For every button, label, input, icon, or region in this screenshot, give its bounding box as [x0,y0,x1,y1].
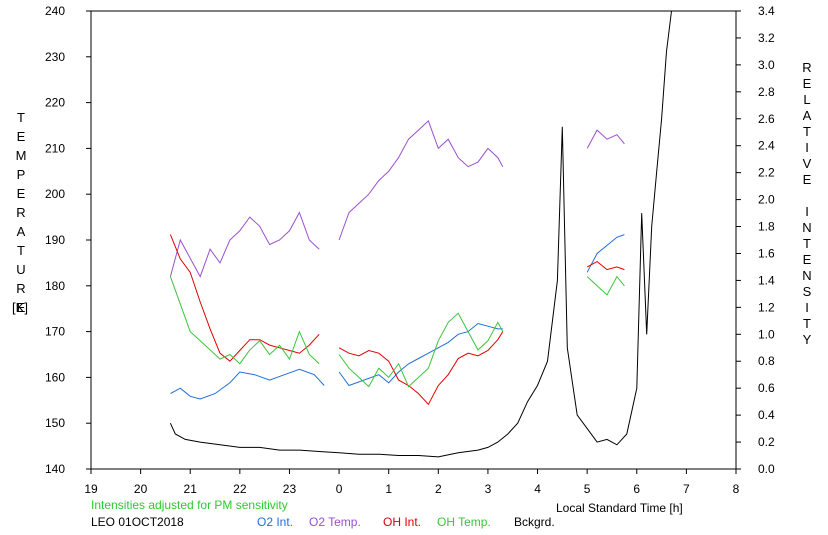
series-line-o2-int [586,234,625,273]
left-axis-label-letter: U [16,262,26,277]
x-tick-label: 7 [683,482,690,496]
left-axis-label-letter: E [16,300,26,315]
x-tick-label: 2 [435,482,442,496]
right-axis-label-letter: Y [802,332,812,347]
right-tick-label: 0.4 [758,408,775,422]
x-tick-label: 21 [184,482,198,496]
right-axis-label-letter: I [805,140,809,155]
x-tick-label: 19 [84,482,98,496]
x-tick-label: 22 [233,482,247,496]
right-tick-label: 0.0 [758,462,775,476]
right-tick-label: 2.0 [758,193,775,207]
right-axis-label-letter: T [803,124,811,139]
series-line-oh-int [338,331,504,406]
series-line-oh-temp [169,276,320,365]
right-tick-label: 2.2 [758,166,775,180]
x-tick-label: 6 [633,482,640,496]
left-axis-label-letter: A [16,224,26,239]
series-line-oh-int [586,261,625,271]
right-axis-label-letter: N [802,268,812,283]
left-tick-label: 190 [45,233,65,247]
right-axis-label-letter: T [803,316,811,331]
right-axis-label-letter: A [802,108,812,123]
right-axis-label-letter: E [802,252,812,267]
x-tick-label: 3 [485,482,492,496]
right-tick-label: 1.6 [758,246,775,260]
left-tick-label: 230 [45,50,65,64]
x-tick-label: 5 [584,482,591,496]
left-axis-unit: [K] [12,300,28,315]
plot-frame [90,10,737,470]
axis-ticks [86,10,741,474]
right-tick-label: 3.4 [758,4,775,18]
right-axis-label-letter: L [803,92,811,107]
right-tick-label: 3.2 [758,31,775,45]
x-axis-label: Local Standard Time [h] [556,501,683,515]
left-tick-label: 210 [45,141,65,155]
left-axis-label-letter: T [17,243,25,258]
left-axis-label-letter: P [16,167,26,182]
left-tick-label: 180 [45,279,65,293]
left-tick-label: 220 [45,96,65,110]
right-axis-label-letter: V [802,156,812,171]
left-tick-label: 160 [45,370,65,384]
right-axis-label-letter: T [803,236,811,251]
left-tick-label: 150 [45,416,65,430]
right-tick-label: 1.2 [758,300,775,314]
right-tick-label: 2.4 [758,139,775,153]
right-tick-label: 0.2 [758,435,775,449]
x-tick-label: 1 [385,482,392,496]
legend-entry: O2 Int. [257,515,294,529]
tick-labels: 19 20 21 22 23 0 1 2 3 4 5 6 7 8140150160170180190200… [45,4,775,496]
x-tick-label: 20 [134,482,148,496]
left-axis-label-letter: E [16,186,26,201]
x-tick-label: 8 [733,482,740,496]
left-axis-label-letter: M [15,148,27,163]
series-line-o2-int [170,368,325,400]
series-line-o2-int [338,322,503,387]
left-tick-label: 170 [45,325,65,339]
right-tick-label: 0.6 [758,381,775,395]
x-tick-label: 23 [283,482,297,496]
left-axis-label-letter: R [16,281,26,296]
left-axis-label-letter: T [17,110,25,125]
series-line-o2-temp [169,211,320,278]
left-axis-label-letter: E [16,129,26,144]
right-tick-label: 0.8 [758,354,775,368]
left-tick-label: 200 [45,187,65,201]
right-tick-label: 2.8 [758,85,775,99]
legend-entry: O2 Temp. [309,515,361,529]
series-line-o2-temp [338,120,504,241]
station-label: LEO 01OCT2018 [91,515,184,529]
right-tick-label: 1.4 [758,273,775,287]
series-line-oh-temp [338,312,504,388]
legend-entry: OH Temp. [437,515,491,529]
right-tick-label: 1.0 [758,327,775,341]
x-tick-label: 4 [534,482,541,496]
series-line-oh-temp [586,275,625,296]
right-tick-label: 1.8 [758,220,775,234]
right-axis-label-letter: I [805,300,809,315]
x-tick-label: 0 [336,482,343,496]
adjustment-note: Intensities adjusted for PM sensitivity [91,498,288,512]
right-axis-label-letter: R [802,60,812,75]
left-axis-label-letter: R [16,205,26,220]
series-line-oh-int [169,234,320,362]
series-line-o2-temp [586,129,625,149]
left-tick-label: 240 [45,4,65,18]
right-axis-label-letter: N [802,220,812,235]
legend-entry: Bckgrd. [514,515,555,529]
right-axis-label-letter: E [802,172,812,187]
right-axis-label-letter: S [802,284,812,299]
right-tick-label: 3.0 [758,58,775,72]
legend-entry: OH Int. [383,515,422,529]
series-layer [169,10,672,458]
right-axis-label-letter: I [805,204,809,219]
right-tick-label: 2.6 [758,112,775,126]
right-axis-label-letter: E [802,76,812,91]
left-tick-label: 140 [45,462,65,476]
series-line-bckgrd [169,10,672,458]
